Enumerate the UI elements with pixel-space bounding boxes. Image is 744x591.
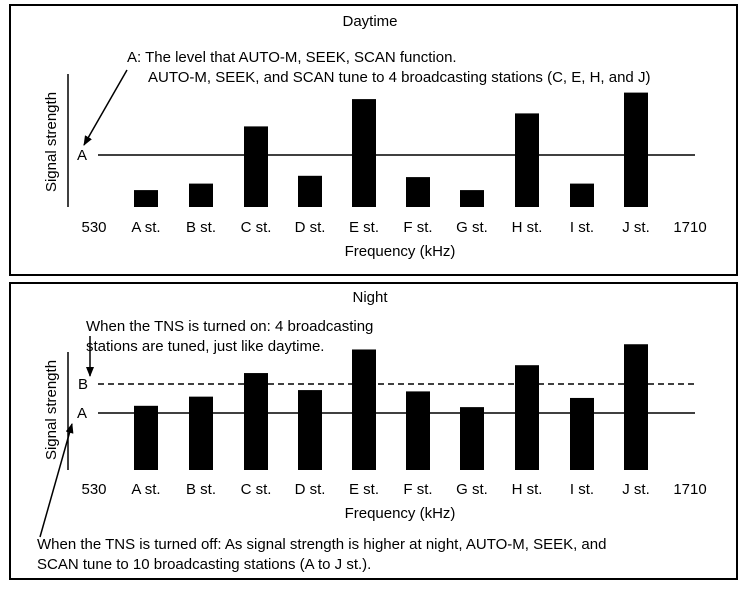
daytime-x-tick: A st. [131,219,160,236]
daytime-annotation-line-1: A: The level that AUTO-M, SEEK, SCAN fun… [127,49,457,66]
night-footer-line-1: When the TNS is turned off: As signal st… [37,536,606,553]
night-bar [298,390,322,470]
daytime-bar [570,183,594,207]
night-bars [134,344,648,470]
night-x-tick: J st. [622,481,650,498]
night-title: Night [352,289,388,306]
daytime-x-tick: F st. [403,219,432,236]
night-bar [460,407,484,470]
daytime-bar [244,126,268,207]
daytime-bar [134,190,158,207]
night-panel: Night When the TNS is turned on: 4 broad… [9,282,738,580]
night-bar [624,344,648,470]
night-footer-line-2: SCAN tune to 10 broadcasting stations (A… [37,556,371,573]
night-x-tick: E st. [349,481,379,498]
night-panel-border [9,282,738,580]
daytime-bar [189,183,213,207]
daytime-x-tick: D st. [295,219,326,236]
night-x-tick: I st. [570,481,594,498]
daytime-panel: Daytime A: The level that AUTO-M, SEEK, … [9,4,738,276]
night-footer-arrow [39,423,74,538]
night-bar [244,373,268,470]
daytime-bar [515,113,539,207]
night-bar [189,396,213,470]
night-x-tick: H st. [512,481,543,498]
daytime-panel-border [9,4,738,276]
daytime-y-axis-label: Signal strength [43,92,60,192]
daytime-x-ticks: 530 A st. B st. C st. D st. E st. F st. … [81,219,706,236]
night-bar [352,349,376,470]
daytime-annotation-arrow [83,69,128,146]
daytime-x-axis-label: Frequency (kHz) [345,243,456,260]
night-annotation-line-1: When the TNS is turned on: 4 broadcastin… [86,318,373,335]
night-bar [406,391,430,470]
night-x-tick: B st. [186,481,216,498]
night-bar [515,365,539,470]
daytime-bars [134,92,648,207]
daytime-x-tick-1710: 1710 [673,219,706,236]
daytime-bar [460,190,484,207]
daytime-bar [624,92,648,207]
night-x-tick-530: 530 [81,481,106,498]
daytime-x-tick: B st. [186,219,216,236]
night-bar [570,397,594,470]
night-bar [134,405,158,470]
night-x-tick: D st. [295,481,326,498]
night-x-tick: F st. [403,481,432,498]
daytime-bar [406,177,430,207]
night-x-tick: A st. [131,481,160,498]
night-annotation-line-2: stations are tuned, just like daytime. [86,338,324,355]
night-x-ticks: 530 A st. B st. C st. D st. E st. F st. … [81,481,706,498]
night-x-tick-1710: 1710 [673,481,706,498]
daytime-annotation-line-2: AUTO-M, SEEK, and SCAN tune to 4 broadca… [148,69,650,86]
daytime-x-tick: G st. [456,219,488,236]
daytime-x-tick: E st. [349,219,379,236]
night-x-axis-label: Frequency (kHz) [345,505,456,522]
night-y-axis-label: Signal strength [43,360,60,460]
daytime-x-tick-530: 530 [81,219,106,236]
night-x-tick: G st. [456,481,488,498]
daytime-x-tick: H st. [512,219,543,236]
night-x-tick: C st. [241,481,272,498]
daytime-x-tick: J st. [622,219,650,236]
daytime-bar [298,175,322,207]
night-level-a-label: A [77,405,87,422]
night-level-b-label: B [78,376,88,393]
daytime-x-tick: I st. [570,219,594,236]
daytime-level-a-label: A [77,147,87,164]
daytime-title: Daytime [342,13,397,30]
daytime-x-tick: C st. [241,219,272,236]
daytime-bar [352,99,376,207]
